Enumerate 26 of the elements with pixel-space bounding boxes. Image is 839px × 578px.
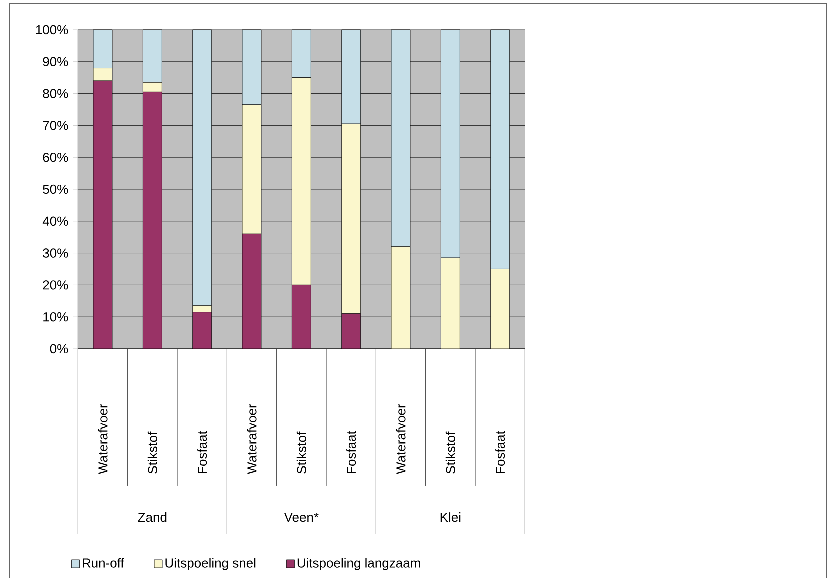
y-tick-label: 90% bbox=[43, 57, 68, 66]
x-tick-label: Fosfaat bbox=[346, 431, 356, 474]
y-tick-label: 30% bbox=[43, 248, 68, 258]
legend-label: Uitspoeling langzaam bbox=[298, 558, 420, 570]
x-tick-label: Waterafvoer bbox=[98, 404, 108, 474]
legend-label: Run-off bbox=[83, 558, 124, 568]
y-tick-label: 0% bbox=[50, 344, 68, 354]
y-tick-label: 40% bbox=[42, 216, 68, 226]
legend-label: Uitspoeling snel bbox=[166, 558, 256, 570]
y-tick-label: 20% bbox=[43, 280, 68, 290]
y-tick-label: 100% bbox=[36, 25, 68, 35]
x-tick-label: Fosfaat bbox=[198, 431, 208, 474]
y-tick-label: 10% bbox=[44, 312, 68, 322]
x-tick-label: Stikstof bbox=[148, 432, 158, 474]
x-tick-label: Waterafvoer bbox=[247, 404, 257, 474]
text: Zand bbox=[138, 512, 167, 522]
y-tick-label: 50% bbox=[43, 184, 68, 194]
x-tick-label: Waterafvoer bbox=[396, 404, 406, 474]
x-tick-label: Stikstof bbox=[296, 432, 306, 474]
text: Veen* bbox=[284, 513, 319, 522]
y-tick-label: 80% bbox=[43, 89, 68, 98]
y-tick-label: 60% bbox=[43, 152, 68, 162]
text: Klei bbox=[440, 512, 461, 522]
x-tick-label: Stikstof bbox=[446, 432, 456, 474]
y-tick-label: 70% bbox=[43, 121, 68, 130]
x-tick-label: Fosfaat bbox=[496, 431, 506, 474]
